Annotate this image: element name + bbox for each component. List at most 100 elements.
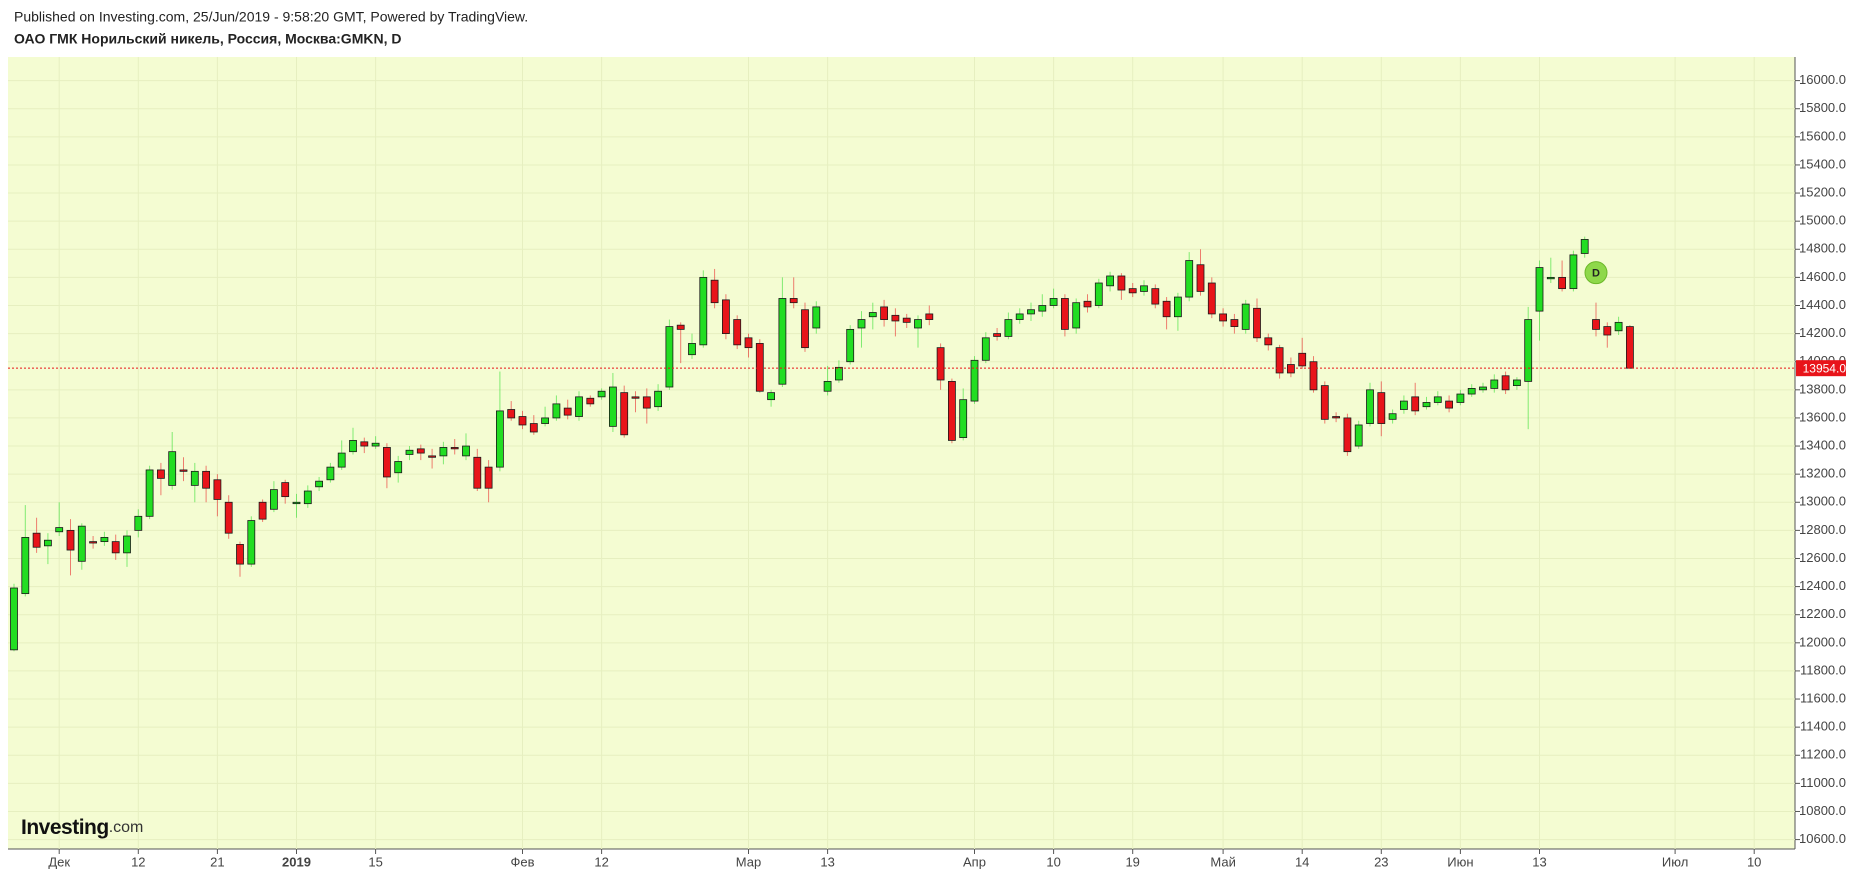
logo-suffix: .com: [109, 819, 144, 836]
x-tick-label: 13: [820, 854, 834, 869]
candle-body: [1569, 254, 1578, 290]
x-tick-label: 13: [1532, 854, 1546, 869]
candle-body: [1151, 288, 1160, 305]
y-tick-label: 13800.0: [1799, 381, 1846, 396]
x-tick-label: 10: [1046, 854, 1060, 869]
candle-body: [778, 298, 787, 385]
candle-body: [767, 392, 775, 401]
candle-body: [100, 537, 109, 543]
candle-body: [948, 380, 956, 441]
y-tick-label: 15200.0: [1799, 184, 1846, 199]
candle-body: [699, 276, 708, 346]
candle-body: [44, 539, 52, 547]
candle-body: [439, 447, 448, 457]
instrument-title: ОАО ГМК Норильский никель, Россия, Москв…: [14, 31, 401, 47]
candle-body: [1354, 424, 1363, 447]
candle-body: [586, 397, 595, 405]
candle-body: [236, 544, 244, 565]
candle-body: [473, 456, 482, 489]
candle-body: [676, 324, 685, 330]
plot-background: [8, 57, 1795, 849]
x-tick-label: 21: [210, 854, 224, 869]
candle-body: [620, 392, 629, 436]
candle-body: [213, 479, 222, 500]
candle-body: [925, 313, 934, 320]
candle-body: [631, 396, 640, 399]
candle-body: [1106, 275, 1114, 287]
candle-body: [224, 501, 233, 534]
published-line: Published on Investing.com, 25/Jun/2019 …: [14, 9, 528, 25]
candle-body: [1332, 416, 1340, 419]
candle-body: [247, 520, 256, 565]
x-tick-label: 15: [368, 854, 382, 869]
candle-body: [1287, 364, 1295, 374]
candle-body: [575, 396, 583, 417]
candle-body: [145, 469, 154, 517]
y-tick-label: 12600.0: [1799, 550, 1846, 565]
candle-body: [405, 449, 414, 455]
y-tick-label: 11000.0: [1800, 775, 1846, 790]
candle-body: [552, 403, 561, 419]
y-tick-label: 10800.0: [1799, 803, 1846, 818]
candle-body: [1614, 321, 1623, 332]
candle-body: [1230, 319, 1239, 327]
y-tick-label: 15400.0: [1799, 156, 1846, 171]
candle-body: [1433, 396, 1442, 403]
candle-body: [563, 407, 572, 416]
candle-body: [462, 445, 470, 457]
candle-body: [156, 469, 165, 479]
candle-body: [914, 319, 922, 329]
candle-body: [416, 448, 425, 454]
candle-body: [846, 328, 855, 363]
candle-body: [21, 537, 30, 595]
candle-body: [281, 482, 290, 498]
y-tick-label: 15800.0: [1799, 100, 1846, 115]
candle-body: [303, 490, 312, 505]
y-tick-label: 13600.0: [1799, 409, 1846, 424]
candle-body: [936, 347, 945, 381]
last-price-badge: [1796, 360, 1846, 377]
candle-body: [1490, 379, 1499, 389]
candle-body: [292, 501, 301, 505]
plot-area: 10600.0 10800.0 11000.0 11200.0 11400.0 11600…: [8, 57, 1846, 869]
candle-body: [371, 442, 380, 447]
candle-body: [857, 319, 866, 329]
candle-body: [326, 466, 335, 481]
candle-body: [337, 452, 346, 468]
candle-body: [1128, 288, 1137, 294]
y-tick-label: 12800.0: [1799, 522, 1846, 537]
candle-body: [518, 416, 527, 426]
candle-body: [1083, 300, 1092, 308]
candle-body: [168, 451, 177, 486]
candle-body: [1592, 319, 1600, 330]
candle-body: [1546, 276, 1555, 280]
y-tick-label: 11200.0: [1800, 747, 1846, 762]
x-tick-label: 14: [1295, 854, 1309, 869]
candle-body: [111, 541, 120, 554]
candle-body: [868, 312, 877, 318]
last-price-label: 13954.0: [1803, 361, 1847, 375]
candle-body: [507, 409, 516, 419]
candle-body: [1298, 352, 1307, 367]
candle-body: [1343, 417, 1352, 453]
candle-body: [1241, 303, 1250, 330]
candle-body: [360, 441, 369, 447]
candle-body: [710, 279, 719, 304]
candle-body: [1558, 276, 1566, 290]
candle-body: [1275, 347, 1284, 374]
candle-body: [959, 399, 968, 439]
candle-body: [32, 532, 41, 548]
candle-body: [1400, 400, 1408, 410]
x-tick-label: 2019: [282, 854, 311, 869]
candle-body: [891, 314, 900, 322]
candle-body: [349, 440, 357, 453]
candle-body: [541, 417, 549, 424]
x-tick-label: Апр: [963, 854, 986, 869]
candle-body: [495, 410, 504, 468]
candle-body: [1072, 302, 1081, 329]
candle-body: [55, 527, 64, 533]
candle-body: [1253, 307, 1261, 339]
candle-body: [1196, 264, 1205, 292]
candle-body: [1309, 361, 1318, 391]
annotation-label: D: [1592, 268, 1600, 280]
